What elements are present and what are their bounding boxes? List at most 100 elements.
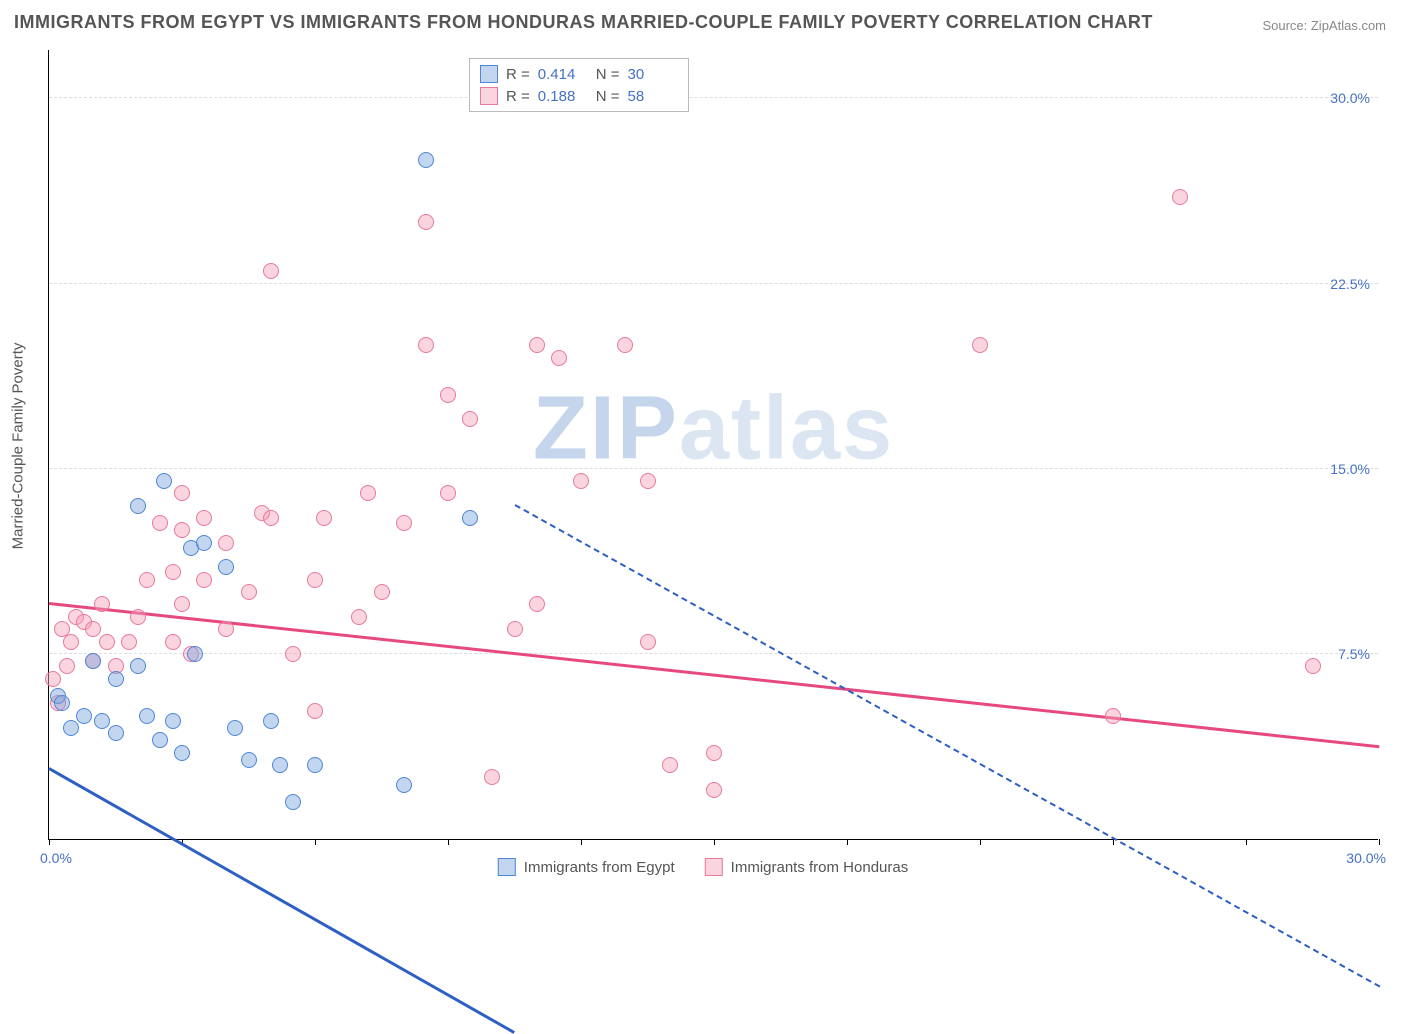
data-point	[63, 634, 79, 650]
data-point	[1105, 708, 1121, 724]
data-point	[440, 485, 456, 501]
data-point	[484, 769, 500, 785]
egypt-n-value: 30	[628, 66, 678, 83]
data-point	[307, 703, 323, 719]
x-axis-min-label: 0.0%	[40, 850, 72, 866]
data-point	[529, 596, 545, 612]
data-point	[45, 671, 61, 687]
data-point	[462, 510, 478, 526]
data-point	[139, 708, 155, 724]
data-point	[165, 713, 181, 729]
data-point	[285, 794, 301, 810]
data-point	[54, 695, 70, 711]
r-label: R =	[506, 66, 530, 83]
data-point	[174, 596, 190, 612]
data-point	[551, 350, 567, 366]
gridline	[49, 283, 1378, 284]
data-point	[529, 337, 545, 353]
honduras-r-value: 0.188	[538, 88, 588, 105]
series-legend: Immigrants from Egypt Immigrants from Ho…	[498, 858, 908, 876]
data-point	[662, 757, 678, 773]
data-point	[285, 646, 301, 662]
data-point	[156, 473, 172, 489]
trend-line	[48, 768, 515, 1034]
egypt-r-value: 0.414	[538, 66, 588, 83]
data-point	[152, 515, 168, 531]
data-point	[227, 720, 243, 736]
data-point	[196, 535, 212, 551]
data-point	[63, 720, 79, 736]
x-tick	[980, 839, 981, 845]
data-point	[174, 485, 190, 501]
data-point	[85, 621, 101, 637]
data-point	[263, 510, 279, 526]
data-point	[316, 510, 332, 526]
data-point	[196, 510, 212, 526]
data-point	[307, 757, 323, 773]
data-point	[130, 609, 146, 625]
trend-line-dashed	[514, 504, 1379, 987]
data-point	[972, 337, 988, 353]
data-point	[241, 584, 257, 600]
data-point	[218, 559, 234, 575]
y-tick-label: 15.0%	[1330, 461, 1370, 477]
x-tick	[581, 839, 582, 845]
data-point	[174, 745, 190, 761]
gridline	[49, 468, 1378, 469]
watermark: ZIPatlas	[533, 377, 894, 480]
x-tick	[315, 839, 316, 845]
x-tick	[1379, 839, 1380, 845]
data-point	[263, 713, 279, 729]
y-tick-label: 30.0%	[1330, 90, 1370, 106]
data-point	[121, 634, 137, 650]
watermark-atlas: atlas	[679, 378, 894, 478]
stats-legend: R = 0.414 N = 30 R = 0.188 N = 58	[469, 58, 689, 112]
x-axis-max-label: 30.0%	[1346, 850, 1386, 866]
data-point	[640, 473, 656, 489]
data-point	[706, 745, 722, 761]
y-tick-label: 7.5%	[1338, 646, 1370, 662]
legend-item-honduras: Immigrants from Honduras	[705, 858, 909, 876]
data-point	[617, 337, 633, 353]
data-point	[1305, 658, 1321, 674]
data-point	[139, 572, 155, 588]
data-point	[241, 752, 257, 768]
data-point	[130, 658, 146, 674]
x-tick	[49, 839, 50, 845]
x-tick	[847, 839, 848, 845]
legend-label-honduras: Immigrants from Honduras	[731, 859, 909, 876]
data-point	[360, 485, 376, 501]
data-point	[218, 621, 234, 637]
data-point	[418, 152, 434, 168]
data-point	[396, 515, 412, 531]
swatch-egypt	[480, 65, 498, 83]
legend-label-egypt: Immigrants from Egypt	[524, 859, 675, 876]
x-tick	[714, 839, 715, 845]
data-point	[174, 522, 190, 538]
data-point	[272, 757, 288, 773]
legend-item-egypt: Immigrants from Egypt	[498, 858, 675, 876]
trend-line	[49, 602, 1379, 748]
swatch-egypt	[498, 858, 516, 876]
data-point	[152, 732, 168, 748]
source-label: Source: ZipAtlas.com	[1262, 18, 1386, 33]
y-axis-label: Married-Couple Family Poverty	[10, 343, 27, 550]
data-point	[396, 777, 412, 793]
data-point	[307, 572, 323, 588]
honduras-n-value: 58	[628, 88, 678, 105]
stats-row-honduras: R = 0.188 N = 58	[480, 85, 678, 107]
data-point	[218, 535, 234, 551]
swatch-honduras	[480, 87, 498, 105]
data-point	[187, 646, 203, 662]
data-point	[640, 634, 656, 650]
data-point	[130, 498, 146, 514]
n-label: N =	[596, 88, 620, 105]
y-tick-label: 22.5%	[1330, 276, 1370, 292]
data-point	[418, 337, 434, 353]
data-point	[1172, 189, 1188, 205]
data-point	[99, 634, 115, 650]
data-point	[165, 634, 181, 650]
data-point	[418, 214, 434, 230]
stats-row-egypt: R = 0.414 N = 30	[480, 63, 678, 85]
data-point	[196, 572, 212, 588]
